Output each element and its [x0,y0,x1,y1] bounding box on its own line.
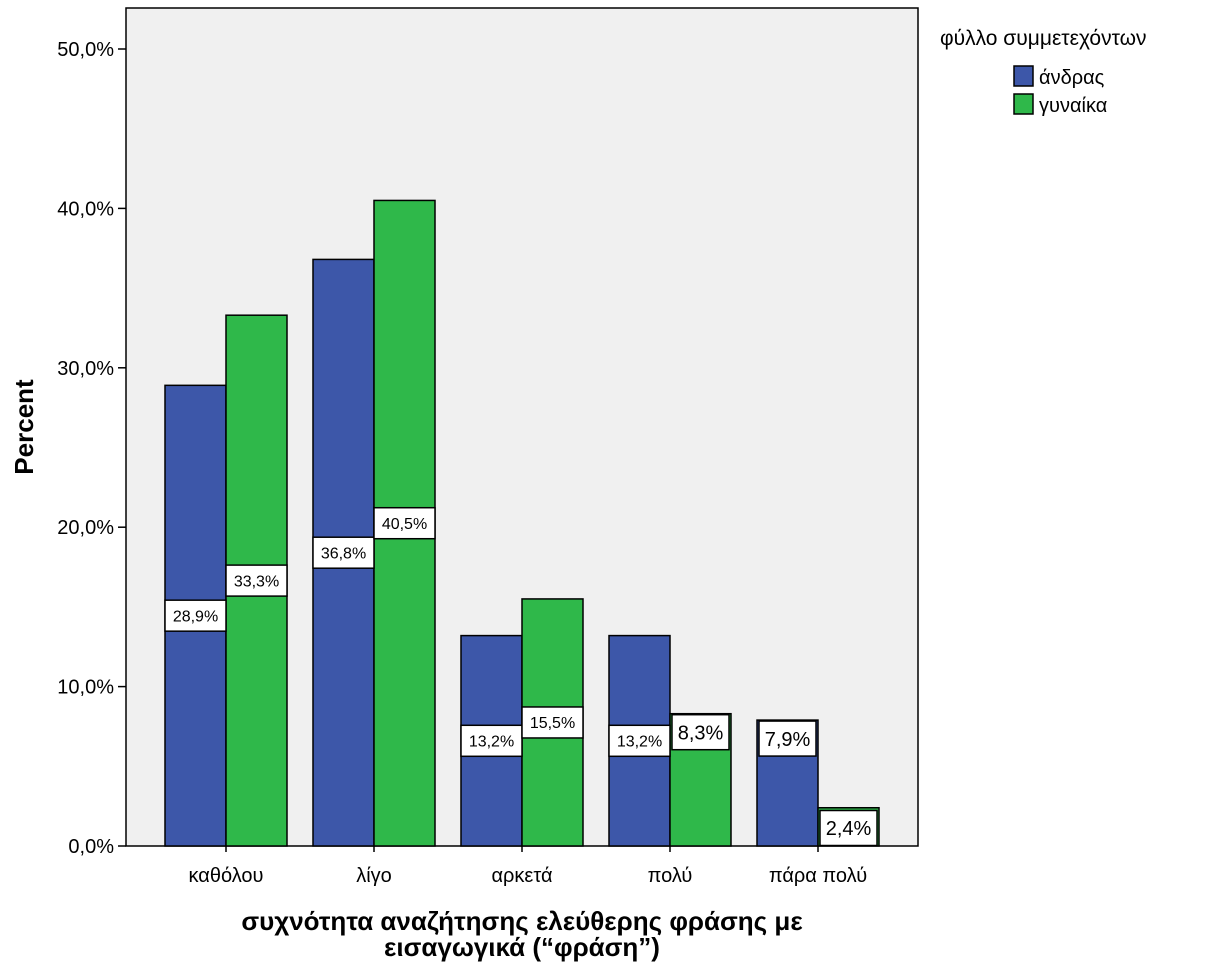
data-label-box [225,564,288,597]
data-label-text: 15,5% [530,715,575,732]
data-label-text: 8,3% [678,722,724,744]
y-tick-label: 0,0% [68,836,114,858]
data-label-text: 33,3% [234,573,279,590]
y-tick-label: 40,0% [57,198,114,220]
x-tick-label: πολύ [648,865,693,887]
data-labels: 28,9% 33,3% 36,8% 40,5% 13,2% 15,5% 13,2% 8,3% 7… [164,506,878,847]
data-label-box [758,720,817,757]
data-label-text: 40,5% [382,516,427,533]
legend-swatch [1013,65,1034,87]
x-tick-label: λίγο [356,865,392,887]
y-axis: 0,0% 10,0% 20,0% 30,0% 40,0% 50,0% [57,39,126,858]
data-label: 28,9% [164,599,227,632]
data-label-text: 13,2% [617,734,662,751]
legend-item: άνδρας [1013,65,1105,89]
data-label: 33,3% [225,564,288,597]
legend-title: φύλλο συμμετεχόντων [940,27,1147,50]
data-label-text: 7,9% [765,729,811,751]
x-tick-label: αρκετά [491,865,552,887]
legend-swatch [1013,93,1034,115]
data-label-text: 36,8% [321,545,366,562]
data-label-box [312,536,375,569]
data-label: 36,8% [312,536,375,569]
x-axis: καθόλου λίγο αρκετά πολύ πάρα πολύ [189,846,867,887]
y-tick-label: 30,0% [57,358,114,380]
data-label-box [521,706,584,739]
data-label: 7,9% [758,720,817,757]
data-label: 40,5% [373,506,436,540]
data-label-box [460,724,523,758]
data-label-box [819,809,878,847]
data-label-text: 13,2% [469,734,514,751]
data-label-box [671,713,730,751]
data-label: 15,5% [521,706,584,739]
x-axis-title: συχνότητα αναζήτησης ελεύθερης φράσης με… [241,906,802,962]
data-label-box [373,506,436,540]
legend-label: γυναίκα [1039,95,1107,117]
y-tick-label: 10,0% [57,677,114,699]
x-axis-title-line: εισαγωγικά (“φράση”) [384,932,660,962]
x-axis-title-line: συχνότητα αναζήτησης ελεύθερης φράσης με [241,906,802,936]
legend-item: γυναίκα [1013,93,1107,117]
x-tick-label: πάρα πολύ [769,865,867,887]
data-label: 2,4% [819,809,878,847]
y-axis-title: Percent [9,379,39,475]
data-label: 8,3% [671,713,730,751]
legend: φύλλο συμμετεχόντων άνδρας γυναίκα [940,27,1147,117]
data-label-box [608,724,671,758]
data-label: 13,2% [460,724,523,758]
legend-label: άνδρας [1039,67,1105,89]
data-label-text: 28,9% [173,608,218,625]
x-tick-label: καθόλου [189,865,264,887]
data-label-text: 2,4% [826,818,872,840]
data-label: 13,2% [608,724,671,758]
y-tick-label: 20,0% [57,517,114,539]
y-tick-label: 50,0% [57,39,114,61]
data-label-box [164,599,227,632]
